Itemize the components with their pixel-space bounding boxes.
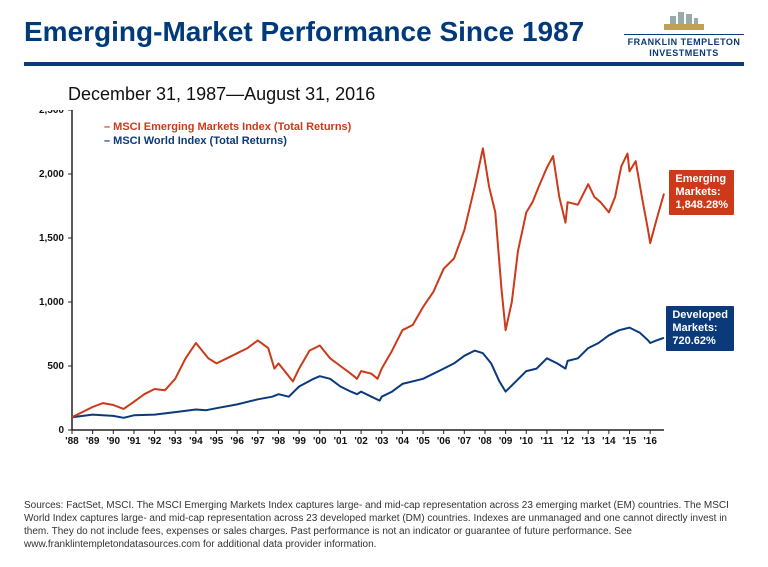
svg-text:'02: '02 [354,436,368,447]
svg-text:'03: '03 [375,436,389,447]
svg-text:'99: '99 [292,436,306,447]
svg-text:2,000: 2,000 [39,169,64,180]
svg-text:1,500: 1,500 [39,233,64,244]
brand-name: FRANKLIN TEMPLETONINVESTMENTS [624,34,744,59]
svg-text:'88: '88 [65,436,79,447]
svg-text:1,000: 1,000 [39,297,64,308]
svg-text:'06: '06 [437,436,451,447]
svg-text:'13: '13 [581,436,595,447]
svg-text:'10: '10 [520,436,534,447]
svg-text:'01: '01 [334,436,348,447]
footnote-text: Sources: FactSet, MSCI. The MSCI Emergin… [24,499,744,551]
svg-text:'07: '07 [458,436,472,447]
svg-text:'11: '11 [540,436,553,447]
callout-emerging: Emerging Markets: 1,848.28% [669,170,734,215]
svg-text:'05: '05 [416,436,430,447]
svg-text:'09: '09 [499,436,513,447]
svg-text:'08: '08 [478,436,492,447]
svg-text:0: 0 [58,425,64,436]
svg-text:'98: '98 [272,436,286,447]
svg-text:2,500: 2,500 [39,110,64,116]
svg-text:'89: '89 [86,436,100,447]
title-rule [24,62,744,66]
svg-text:'16: '16 [643,436,657,447]
svg-text:'90: '90 [107,436,121,447]
svg-text:'96: '96 [230,436,244,447]
legend-developed: – MSCI World Index (Total Returns) [104,134,351,148]
svg-text:'91: '91 [127,436,141,447]
chart-legend: – MSCI Emerging Markets Index (Total Ret… [104,120,351,148]
svg-text:'04: '04 [396,436,410,447]
svg-text:'92: '92 [148,436,162,447]
legend-emerging: – MSCI Emerging Markets Index (Total Ret… [104,120,351,134]
svg-text:'14: '14 [602,436,616,447]
chart-svg: 0 500 1,000 1,500 2,000 2,500 '88 '89 '90 '91 '92 '… [24,110,744,470]
svg-text:'97: '97 [251,436,265,447]
performance-chart: 0 500 1,000 1,500 2,000 2,500 '88 '89 '90 '91 '92 '… [24,110,744,470]
svg-text:'95: '95 [210,436,224,447]
svg-text:'12: '12 [561,436,575,447]
page-title: Emerging-Market Performance Since 1987 [24,16,584,48]
brand-logo: FRANKLIN TEMPLETONINVESTMENTS [624,10,744,59]
svg-text:'15: '15 [623,436,637,447]
svg-text:'93: '93 [168,436,182,447]
date-range: December 31, 1987—August 31, 2016 [68,84,375,105]
svg-text:'94: '94 [189,436,203,447]
callout-developed: Developed Markets: 720.62% [666,306,734,351]
svg-text:'00: '00 [313,436,327,447]
svg-text:500: 500 [47,361,64,372]
